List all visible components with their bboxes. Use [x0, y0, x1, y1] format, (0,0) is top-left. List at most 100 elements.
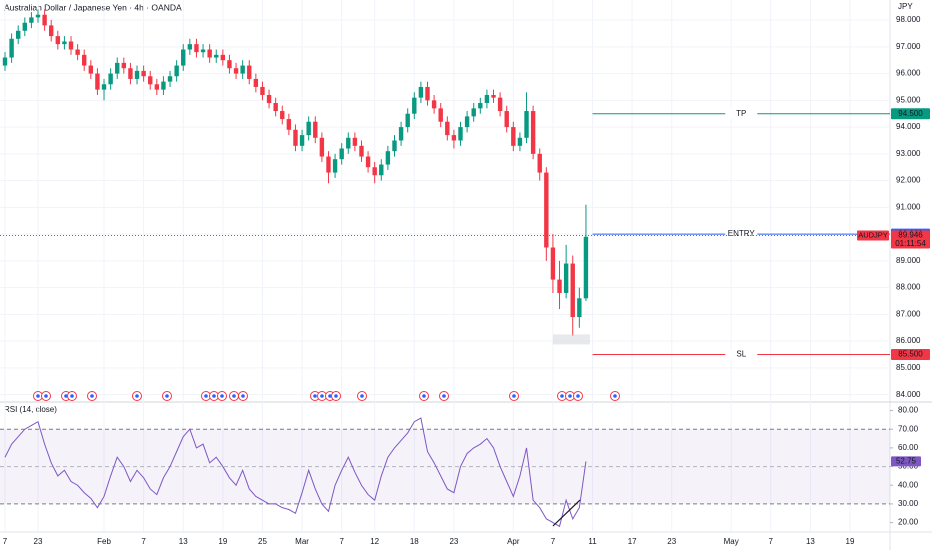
y-tick-label: 85.000 [896, 363, 921, 372]
y-tick-label: 98.000 [896, 15, 921, 24]
candle-body [194, 44, 199, 53]
candle-body [62, 41, 67, 45]
candle-body [550, 247, 556, 280]
candle-body [398, 127, 404, 141]
candle-body [478, 103, 483, 109]
candle-body [286, 119, 292, 130]
candle-body [438, 108, 443, 122]
y-tick-label: 30.00 [898, 499, 919, 508]
event-icon-dot [422, 394, 426, 398]
level-axis-value: 85.500 [898, 350, 923, 359]
countdown: 01:11:54 [895, 239, 926, 248]
x-tick-label: Feb [97, 537, 111, 546]
candle-body [464, 116, 470, 128]
x-tick-label: 13 [806, 537, 815, 546]
y-tick-label: 92.000 [896, 176, 921, 185]
candle-body [511, 127, 516, 146]
candle-body [161, 81, 166, 90]
event-icon-dot [90, 394, 94, 398]
candle-body [141, 70, 146, 77]
candle-body [365, 156, 371, 168]
candle-body [22, 22, 28, 31]
candle-body [517, 137, 523, 146]
candle-body [583, 236, 589, 299]
y-tick-label: 97.000 [896, 42, 921, 51]
candle-body [233, 68, 239, 74]
y-tick-label: 87.000 [896, 309, 921, 318]
candle-body [471, 108, 476, 117]
level-label-bg [725, 229, 758, 240]
y-tick-label: 96.000 [896, 69, 921, 78]
candle-body [405, 113, 410, 128]
event-icon-dot [328, 394, 332, 398]
x-tick-label: 7 [141, 537, 146, 546]
x-tick-label: 12 [370, 537, 379, 546]
event-icon-dot [36, 394, 40, 398]
candle-body [445, 121, 450, 136]
x-tick-label: 18 [410, 537, 419, 546]
candle-body [115, 62, 120, 74]
y-tick-label: 86.000 [896, 336, 921, 345]
candle-body [359, 145, 364, 157]
y-tick-label: 88.000 [896, 283, 921, 292]
y-tick-label: 89.000 [896, 256, 921, 265]
y-tick-label: 94.000 [896, 122, 921, 131]
candle-body [458, 127, 463, 141]
event-icon-dot [576, 394, 580, 398]
candle-body [101, 84, 107, 90]
current-price-value: 89.946 [898, 231, 923, 240]
candle-body [35, 14, 41, 18]
candle-body [207, 49, 212, 58]
candle-body [214, 54, 219, 58]
event-icon-dot [204, 394, 208, 398]
rsi-line [4, 417, 587, 528]
event-icon-dot [232, 394, 236, 398]
rsi-title: RSI (14, close) [4, 405, 57, 414]
candle-body [544, 172, 549, 248]
candle-body [313, 121, 318, 138]
x-tick-label: 17 [628, 537, 637, 546]
candle-body [326, 156, 331, 173]
candle-body [55, 36, 61, 45]
candle-body [339, 148, 344, 160]
event-icon-dot [442, 394, 446, 398]
candle-body [167, 76, 173, 82]
candle-body [9, 38, 14, 58]
candle-body [128, 68, 133, 79]
event-icon-dot [220, 394, 224, 398]
chart-title: Australian Dollar / Japanese Yen · 4h · … [4, 2, 182, 12]
candle-body [174, 65, 179, 77]
candle-body [240, 65, 245, 74]
candle-body [497, 97, 503, 112]
candle-body [148, 76, 153, 85]
x-tick-label: 13 [179, 537, 188, 546]
event-icon-dot [70, 394, 74, 398]
candle-body [293, 129, 298, 146]
candle-body [121, 62, 127, 69]
candle-body [200, 49, 206, 53]
x-tick-label: 7 [769, 537, 774, 546]
candle-body [504, 111, 509, 128]
event-icon-dot [320, 394, 324, 398]
candle-body [319, 137, 325, 157]
candle-body [379, 164, 384, 176]
level-axis-box [891, 108, 930, 120]
candle-body [577, 298, 582, 318]
rsi-value-label: 52.75 [896, 457, 917, 466]
x-tick-label: Apr [507, 537, 520, 546]
x-tick-label: May [724, 537, 739, 546]
symbol-box [857, 230, 889, 241]
candle-body [187, 44, 193, 50]
candle-body [557, 279, 562, 293]
event-icon-dot [165, 394, 169, 398]
x-tick-label: 7 [551, 537, 556, 546]
candle-body [95, 73, 100, 90]
candle-body [154, 84, 160, 90]
level-label: TP [736, 109, 746, 118]
candle-body [299, 135, 305, 146]
level-axis-value: 94.500 [898, 109, 923, 118]
candle-body [451, 135, 457, 141]
event-icon-dot [560, 394, 564, 398]
y-tick-label: 84.000 [896, 390, 921, 399]
